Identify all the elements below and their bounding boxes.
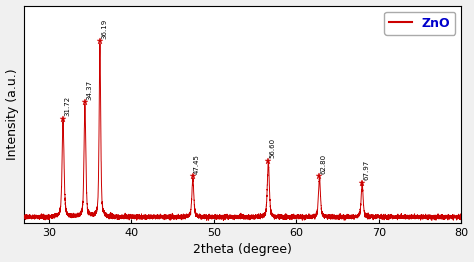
Text: 67.97: 67.97 [364,160,369,181]
X-axis label: 2theta (degree): 2theta (degree) [193,243,292,256]
Text: 36.19: 36.19 [101,19,107,39]
Text: 47.45: 47.45 [194,154,200,174]
Text: 31.72: 31.72 [64,96,70,116]
Y-axis label: Intensity (a.u.): Intensity (a.u.) [6,68,18,160]
Legend: ZnO: ZnO [384,12,455,35]
Text: 56.60: 56.60 [270,138,275,159]
Text: 62.80: 62.80 [321,154,327,174]
Text: 34.37: 34.37 [86,80,92,100]
